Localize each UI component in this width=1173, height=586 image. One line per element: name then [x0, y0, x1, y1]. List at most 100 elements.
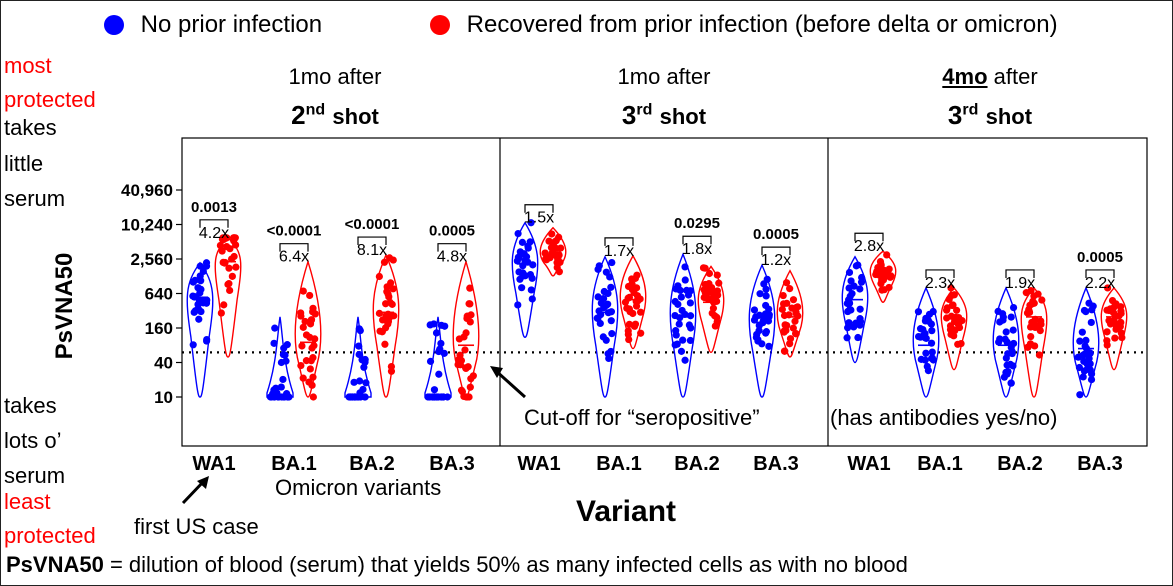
recovered-WA1-point: [551, 251, 559, 259]
recovered-BA.3-point: [789, 324, 797, 332]
no-prior-BA.3-point: [1080, 306, 1089, 315]
no-prior-BA.3-point: [762, 328, 771, 336]
recovered-BA.1-point: [309, 304, 317, 312]
recovered-BA.1-point: [949, 301, 957, 309]
recovered-BA.2-point: [1024, 343, 1032, 351]
no-prior-BA.1-point: [919, 332, 927, 340]
recovered-BA.3-point: [1109, 317, 1117, 325]
no-prior-BA.3-point: [761, 312, 769, 320]
recovered-WA1-point: [216, 241, 225, 250]
recovered-BA.1-point: [299, 374, 307, 382]
recovered-BA.1-point: [955, 323, 964, 332]
fold-change-label: 1.9x: [1005, 275, 1035, 292]
panel-title-1-line1: 1mo after: [288, 64, 382, 89]
recovered-WA1-point: [878, 286, 886, 294]
recovered-BA.3-point: [779, 291, 787, 300]
recovered-BA.2-point: [1037, 317, 1045, 325]
no-prior-BA.3-point: [765, 305, 773, 313]
no-prior-WA1-point: [516, 275, 524, 283]
no-prior-BA.2-point: [681, 356, 689, 364]
recovered-BA.2-point: [713, 318, 721, 326]
no-prior-WA1-point: [196, 262, 204, 270]
recovered-BA.2-point: [713, 297, 721, 305]
y-tick-label: 10,240: [121, 216, 173, 235]
x-tick-label: BA.1: [271, 453, 317, 475]
no-prior-BA.1-point: [608, 330, 616, 338]
side-label-most: most: [4, 53, 52, 78]
no-prior-BA.2-point: [675, 320, 683, 328]
recovered-WA1-point: [555, 233, 563, 241]
no-prior-BA.1-point: [277, 383, 285, 391]
recovered-WA1-point: [220, 301, 228, 309]
no-prior-WA1-point: [854, 333, 862, 342]
recovered-BA.2-point: [382, 300, 390, 308]
no-prior-BA.1-point: [928, 354, 936, 362]
no-prior-BA.3-point: [756, 290, 764, 298]
no-prior-BA.2-point: [679, 336, 687, 344]
fold-change-label: 1.5x: [524, 210, 554, 227]
no-prior-BA.3-point: [1076, 337, 1084, 345]
side-label-serum: serum: [4, 186, 66, 211]
side-label-protected: protected: [4, 87, 96, 112]
no-prior-WA1-point: [529, 261, 537, 269]
no-prior-WA1-point: [845, 299, 854, 307]
recovered-BA.3-violin: [1100, 286, 1128, 371]
no-prior-WA1-point: [522, 253, 531, 261]
recovered-BA.3-point: [465, 393, 473, 401]
no-prior-BA.2-point: [1007, 379, 1015, 387]
no-prior-BA.3-point: [752, 333, 760, 342]
no-prior-BA.2-point: [356, 377, 364, 385]
no-prior-BA.1-violin: [912, 286, 940, 398]
no-prior-BA.1-point: [599, 333, 607, 341]
y-tick-label: 40,960: [121, 181, 173, 200]
p-value-label: <0.0001: [267, 223, 322, 240]
recovered-BA.2-point: [1031, 323, 1039, 332]
p-value-label: 0.0013: [191, 199, 237, 216]
p-value-label: <0.0001: [345, 216, 400, 233]
first-case-arrow-head: [197, 476, 209, 489]
significance-bracket: [437, 243, 467, 252]
recovered-BA.1-point: [306, 333, 314, 341]
no-prior-BA.2-point: [1004, 350, 1012, 358]
recovered-BA.2-point: [699, 264, 708, 272]
legend-label: Recovered from prior infection (before d…: [466, 11, 1058, 38]
recovered-BA.2-point: [1036, 326, 1044, 335]
no-prior-BA.2-point: [1007, 313, 1015, 321]
no-prior-BA.1-point: [280, 344, 288, 352]
recovered-WA1-point: [218, 247, 226, 255]
no-prior-WA1-point: [527, 219, 535, 227]
recovered-BA.3-point: [1109, 309, 1118, 317]
recovered-BA.1-point: [308, 344, 316, 352]
first-case-arrow: [181, 479, 206, 505]
legend-label: No prior infection: [140, 11, 323, 38]
recovered-BA.1-violin: [940, 286, 968, 371]
recovered-BA.2-point: [385, 254, 394, 262]
no-prior-BA.3-point: [430, 386, 439, 394]
cutoff-note: (has antibodies yes/no): [830, 405, 1058, 431]
footer-text: = dilution of blood (serum) that yields …: [103, 552, 908, 577]
no-prior-WA1-point: [516, 248, 524, 256]
no-prior-WA1-point: [527, 286, 535, 294]
recovered-BA.2-point: [715, 279, 723, 287]
recovered-BA.3-point: [1117, 318, 1125, 327]
no-prior-WA1-violin: [841, 255, 869, 364]
fold-change-label: 4.2x: [199, 225, 229, 242]
recovered-BA.1-point: [633, 271, 641, 279]
recovered-BA.2-point: [388, 300, 396, 308]
no-prior-WA1-point: [856, 285, 864, 293]
x-tick-label: BA.2: [997, 453, 1043, 475]
recovered-WA1-point: [879, 276, 888, 284]
recovered-BA.3-point: [467, 311, 475, 319]
no-prior-BA.2-point: [361, 355, 369, 364]
recovered-BA.3-point: [786, 285, 794, 293]
no-prior-BA.1-point: [928, 348, 936, 356]
significance-bracket: [199, 219, 229, 228]
no-prior-WA1-point: [856, 305, 864, 313]
no-prior-BA.3-violin: [1072, 286, 1100, 398]
fold-change-label: 2.8x: [854, 238, 884, 255]
no-prior-BA.1-point: [607, 283, 615, 291]
recovered-BA.2-point: [705, 269, 714, 278]
no-prior-BA.2-point: [1002, 328, 1010, 336]
significance-bracket: [761, 246, 791, 256]
recovered-BA.1-point: [306, 320, 315, 328]
